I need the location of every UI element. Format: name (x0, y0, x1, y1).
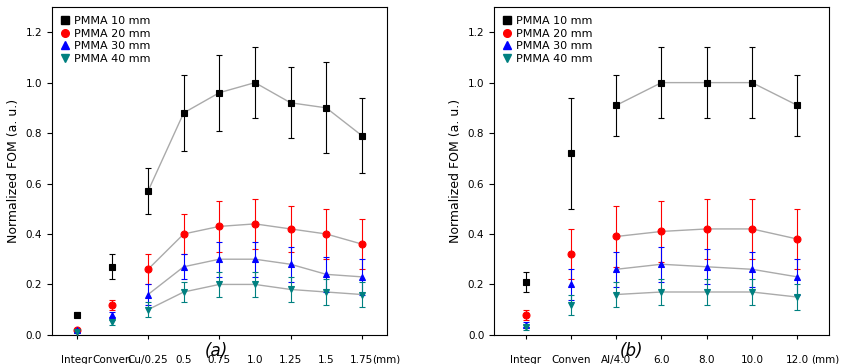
Text: 1.0: 1.0 (247, 355, 263, 364)
Y-axis label: Normalized FOM (a. u.): Normalized FOM (a. u.) (449, 99, 462, 243)
Text: 8.0: 8.0 (699, 355, 715, 364)
Text: Integr: Integr (61, 355, 92, 364)
Text: 6.0: 6.0 (653, 355, 670, 364)
Text: 0.75: 0.75 (208, 355, 231, 364)
Legend: PMMA 10 mm, PMMA 20 mm, PMMA 30 mm, PMMA 40 mm: PMMA 10 mm, PMMA 20 mm, PMMA 30 mm, PMMA… (58, 12, 153, 67)
Text: (mm): (mm) (372, 355, 401, 364)
Text: Al/4.0: Al/4.0 (601, 355, 631, 364)
Text: (a): (a) (204, 343, 228, 360)
Text: 1.5: 1.5 (318, 355, 335, 364)
Text: 0.5: 0.5 (176, 355, 192, 364)
Text: (mm): (mm) (811, 355, 840, 364)
Text: 1.75: 1.75 (350, 355, 373, 364)
Text: 1.25: 1.25 (279, 355, 302, 364)
Text: Conven: Conven (551, 355, 591, 364)
Legend: PMMA 10 mm, PMMA 20 mm, PMMA 30 mm, PMMA 40 mm: PMMA 10 mm, PMMA 20 mm, PMMA 30 mm, PMMA… (499, 12, 596, 67)
Text: Integr: Integr (510, 355, 541, 364)
Text: Conven: Conven (92, 355, 132, 364)
Y-axis label: Normalized FOM (a. u.): Normalized FOM (a. u.) (7, 99, 20, 243)
Text: 12.0: 12.0 (786, 355, 809, 364)
Text: Cu/0.25: Cu/0.25 (128, 355, 169, 364)
Text: 10.0: 10.0 (740, 355, 763, 364)
Text: (b): (b) (620, 343, 644, 360)
